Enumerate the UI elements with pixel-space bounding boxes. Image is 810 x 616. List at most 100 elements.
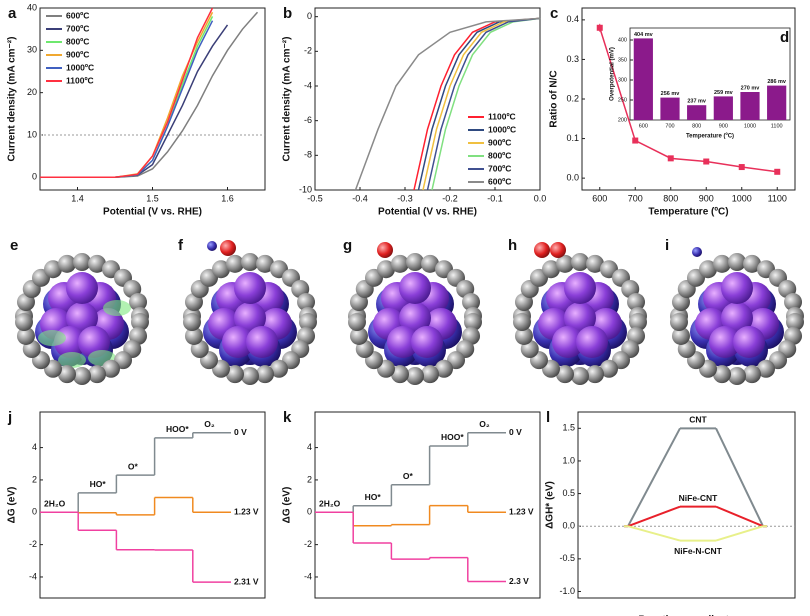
carbon-atom	[102, 359, 120, 378]
y-tick-label: -4	[29, 571, 37, 581]
series-label: 0 V	[509, 427, 522, 437]
carbon-atom	[627, 293, 646, 312]
y-tick-label: -4	[304, 80, 312, 90]
data-point	[703, 158, 710, 165]
metal-atom	[234, 272, 266, 304]
carbon-atom	[348, 313, 366, 331]
series-line	[354, 17, 541, 191]
x-tick-label: -0.5	[307, 193, 323, 203]
legend-label: 900ºC	[66, 49, 89, 59]
series-line	[40, 7, 214, 179]
state-label: HOO*	[166, 424, 189, 434]
x-axis-title: Potential (V vs. RHE)	[378, 207, 477, 218]
state-label: HOO*	[441, 432, 464, 442]
metal-atom	[576, 326, 608, 358]
carbon-atom	[241, 253, 259, 271]
structure-image	[183, 240, 317, 385]
legend-label: 1000ºC	[66, 62, 94, 72]
legend-label: 700ºC	[66, 23, 89, 33]
panel-label: e	[10, 237, 18, 254]
state-label: O*	[128, 461, 139, 471]
y-tick-label: -4	[304, 571, 312, 581]
y-tick-label: -8	[304, 150, 312, 160]
state-label: 2H₂O	[44, 499, 66, 509]
metal-atom	[246, 326, 278, 358]
profile-connector	[715, 505, 764, 528]
carbon-atom	[555, 254, 574, 273]
legend-label: 800ºC	[488, 150, 511, 160]
metal-atom	[66, 272, 98, 304]
carbon-atom	[241, 367, 259, 385]
adsorbate-atom	[377, 242, 393, 258]
carbon-atom	[225, 365, 244, 384]
data-point	[596, 24, 603, 31]
carbon-atom	[297, 293, 316, 312]
y-tick-label: 1.0	[562, 455, 575, 465]
y-tick-label: 0.2	[566, 93, 579, 103]
carbon-atom	[88, 365, 107, 384]
legend-label: 600ºC	[66, 10, 89, 20]
x-tick-label: 900	[699, 193, 714, 203]
carbon-atom	[743, 254, 762, 273]
y-tick-label: 0	[307, 507, 312, 517]
x-tick-label: -0.3	[397, 193, 413, 203]
y-tick-label: 1.5	[562, 423, 575, 433]
carbon-atom	[131, 313, 149, 331]
legend-label: 900ºC	[488, 137, 511, 147]
charge-density	[58, 352, 86, 368]
carbon-atom	[406, 253, 424, 271]
plot-frame	[314, 411, 541, 599]
carbon-atom	[728, 253, 746, 271]
y-tick-label: -2	[304, 46, 312, 56]
panel-label: i	[665, 237, 669, 254]
carbon-atom	[786, 313, 804, 331]
carbon-atom	[542, 260, 560, 279]
carbon-atom	[270, 359, 288, 378]
state-label: O₂	[204, 419, 215, 429]
y-tick-label: 30	[27, 45, 37, 55]
carbon-atom	[57, 365, 76, 384]
metal-atom	[564, 272, 596, 304]
panel-label: l	[546, 409, 550, 426]
y-tick-label: 4	[307, 442, 312, 452]
carbon-atom	[464, 313, 482, 331]
panel-label: d	[780, 29, 789, 46]
bar-value-label: 270 mv	[741, 85, 761, 91]
carbon-atom	[73, 367, 91, 385]
state-label: 2H₂O	[319, 499, 341, 509]
adsorbate-atom	[220, 240, 236, 256]
metal-atom	[399, 302, 431, 334]
x-axis-title: Reaction coordinate	[638, 615, 735, 616]
y-axis-title: Current density (mA cm⁻²)	[282, 37, 293, 162]
adsorbate-atom	[550, 242, 566, 258]
panel-label: b	[283, 5, 292, 22]
carbon-atom	[586, 365, 605, 384]
carbon-atom	[462, 293, 481, 312]
carbon-atom	[435, 359, 453, 378]
carbon-atom	[586, 254, 605, 273]
y-tick-label: 0.1	[566, 133, 579, 143]
x-tick-label: 1000	[732, 193, 752, 203]
carbon-atom	[571, 253, 589, 271]
carbon-atom	[406, 367, 424, 385]
carbon-atom	[514, 326, 533, 345]
carbon-atom	[299, 313, 317, 331]
x-tick-label: 0.0	[534, 193, 547, 203]
x-axis-title: Potential (V vs. RHE)	[103, 207, 202, 218]
carbon-atom	[571, 367, 589, 385]
x-tick-label: -0.1	[487, 193, 503, 203]
carbon-atom	[699, 260, 717, 279]
charge-density	[103, 300, 131, 316]
carbon-atom	[349, 326, 368, 345]
data-point	[774, 168, 781, 175]
metal-atom	[721, 302, 753, 334]
plot-frame	[577, 411, 796, 599]
bar-value-label: 286 mv	[767, 79, 787, 85]
state-label: HO*	[365, 492, 382, 502]
carbon-atom	[629, 313, 647, 331]
y-tick-label: 20	[27, 87, 37, 97]
y-tick-label: 2	[307, 474, 312, 484]
bar-value-label: 256 mv	[661, 91, 681, 97]
carbon-atom	[183, 313, 201, 331]
y-axis-title: Overpotential (mV)	[610, 47, 616, 101]
